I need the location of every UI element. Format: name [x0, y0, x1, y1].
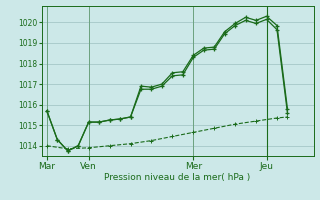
- X-axis label: Pression niveau de la mer( hPa ): Pression niveau de la mer( hPa ): [104, 173, 251, 182]
